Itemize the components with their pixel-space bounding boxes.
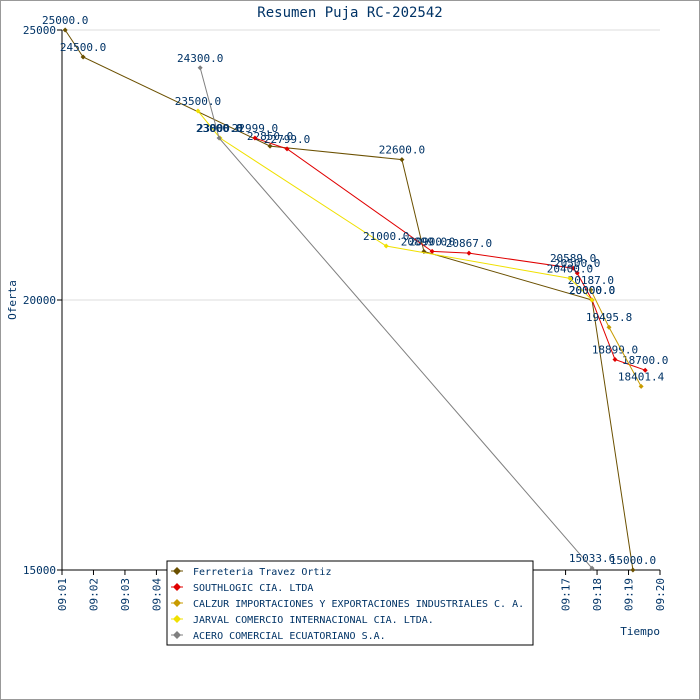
data-label: 20500.0 bbox=[554, 257, 600, 270]
point bbox=[429, 248, 435, 254]
point bbox=[466, 250, 472, 256]
x-tick-label: 09:04 bbox=[150, 578, 163, 611]
data-label: 20400.0 bbox=[547, 262, 593, 275]
data-label: 22799.0 bbox=[264, 133, 310, 146]
data-label: 25000.0 bbox=[42, 14, 88, 27]
point bbox=[574, 270, 580, 276]
legend-label: JARVAL COMERCIO INTERNACIONAL CIA. LTDA. bbox=[193, 615, 434, 626]
point bbox=[216, 135, 222, 141]
data-label: 19495.8 bbox=[586, 311, 632, 324]
x-axis-label: Tiempo bbox=[620, 625, 660, 638]
legend-label: CALZUR IMPORTACIONES Y EXPORTACIONES IND… bbox=[193, 599, 524, 610]
point bbox=[638, 383, 644, 389]
point bbox=[267, 143, 273, 149]
y-axis-label: Oferta bbox=[6, 280, 19, 320]
y-tick-label: 25000 bbox=[23, 24, 56, 37]
x-tick-label: 09:17 bbox=[560, 578, 573, 611]
data-label: 24500.0 bbox=[60, 41, 106, 54]
point bbox=[284, 146, 290, 152]
x-tick-label: 09:03 bbox=[119, 578, 132, 611]
data-label: 20589.0 bbox=[550, 252, 596, 265]
point bbox=[630, 567, 636, 573]
point bbox=[642, 367, 648, 373]
point bbox=[399, 157, 405, 163]
data-label: 23500.0 bbox=[175, 95, 221, 108]
data-label: 24300.0 bbox=[177, 52, 223, 65]
point bbox=[588, 287, 594, 293]
point bbox=[197, 65, 203, 71]
data-label: 15000.0 bbox=[610, 554, 656, 567]
data-label: 18401.4 bbox=[618, 370, 665, 383]
x-tick-label: 09:19 bbox=[623, 578, 636, 611]
point bbox=[252, 135, 258, 141]
x-tick-label: 09:20 bbox=[654, 578, 667, 611]
data-label: 22999.0 bbox=[232, 122, 278, 135]
legend-label: SOUTHLOGIC CIA. LTDA bbox=[193, 583, 313, 594]
point bbox=[567, 275, 573, 281]
y-tick-label: 20000 bbox=[23, 294, 56, 307]
legend-label: Ferreteria Travez Ortiz bbox=[193, 567, 331, 578]
y-tick-label: 15000 bbox=[23, 564, 56, 577]
data-label: 18899.0 bbox=[592, 343, 638, 356]
data-label: 23000.0 bbox=[197, 122, 243, 135]
data-label: 23000.0 bbox=[196, 122, 242, 135]
x-tick-label: 09:18 bbox=[591, 578, 604, 611]
legend-box bbox=[166, 560, 534, 646]
data-label: 20900.0 bbox=[409, 235, 455, 248]
point bbox=[570, 265, 576, 271]
chart-title: Resumen Puja RC-202542 bbox=[257, 5, 442, 21]
point bbox=[383, 243, 389, 249]
data-label: 22600.0 bbox=[379, 144, 425, 157]
data-label: 20867.0 bbox=[446, 237, 492, 250]
point bbox=[195, 108, 201, 114]
point bbox=[80, 54, 86, 60]
data-label: 20187.0 bbox=[568, 274, 614, 287]
point bbox=[62, 27, 68, 33]
data-label: 20000.0 bbox=[569, 284, 615, 297]
point bbox=[612, 356, 618, 362]
data-label: 21000.0 bbox=[363, 230, 409, 243]
data-label: 22850.0 bbox=[247, 130, 293, 143]
data-label: 20899.0 bbox=[401, 235, 447, 248]
legend-label: ACERO COMERCIAL ECUATORIANO S.A. bbox=[193, 631, 386, 642]
x-tick-label: 09:02 bbox=[87, 578, 100, 611]
point bbox=[606, 324, 612, 330]
data-label: 18700.0 bbox=[622, 354, 668, 367]
x-tick-label: 09:01 bbox=[56, 578, 69, 611]
point bbox=[589, 297, 595, 303]
point bbox=[589, 565, 595, 571]
data-label: 15033.6 bbox=[569, 552, 615, 565]
